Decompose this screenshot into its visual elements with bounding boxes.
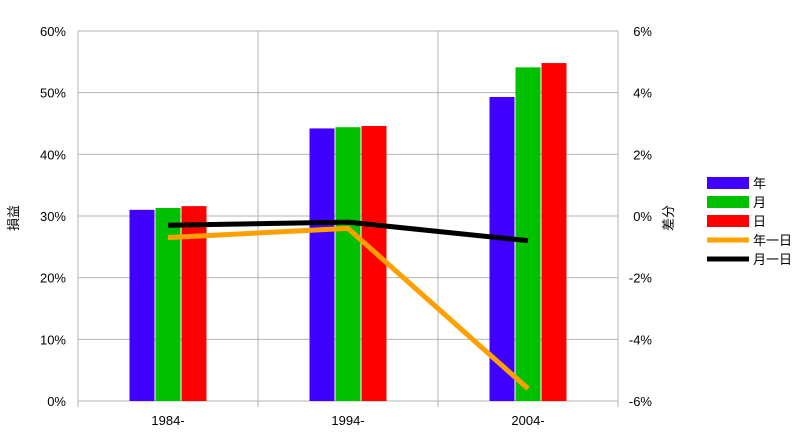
x-tick-label: 1994- bbox=[331, 413, 364, 428]
x-tick-label: 2004- bbox=[511, 413, 544, 428]
bar bbox=[309, 128, 335, 401]
legend-label: 年 bbox=[753, 177, 766, 192]
y2-tick-label: -4% bbox=[629, 332, 653, 347]
y2-tick-label: 2% bbox=[633, 147, 652, 162]
y-tick-label: 30% bbox=[40, 209, 66, 224]
y-tick-label: 0% bbox=[47, 394, 66, 409]
y-tick-label: 10% bbox=[40, 332, 66, 347]
bar bbox=[489, 96, 515, 401]
legend-label: 日 bbox=[753, 215, 766, 230]
y-tick-label: 20% bbox=[40, 271, 66, 286]
legend-label: 月 bbox=[753, 196, 766, 211]
bar bbox=[361, 125, 387, 401]
bar bbox=[335, 127, 361, 401]
bars bbox=[129, 63, 567, 402]
bar bbox=[155, 207, 181, 401]
x-tick-label: 1984- bbox=[151, 413, 184, 428]
bar bbox=[515, 67, 541, 401]
y2-axis-title: 差分 bbox=[662, 205, 677, 231]
y2-tick-label: 6% bbox=[633, 24, 652, 39]
legend-label: 月一日 bbox=[753, 253, 792, 268]
legend-swatch bbox=[707, 215, 749, 227]
y-axis-title: 損益 bbox=[7, 205, 22, 231]
y2-tick-label: 0% bbox=[633, 209, 652, 224]
y-tick-label: 60% bbox=[40, 24, 66, 39]
series-line bbox=[167, 219, 529, 244]
y-tick-label: 40% bbox=[40, 147, 66, 162]
legend-swatch bbox=[707, 196, 749, 208]
y2-tick-label: 4% bbox=[633, 86, 652, 101]
y-tick-label: 50% bbox=[40, 86, 66, 101]
y2-tick-label: -6% bbox=[629, 394, 653, 409]
y2-tick-label: -2% bbox=[629, 271, 653, 286]
lines bbox=[167, 219, 530, 391]
legend-label: 年一日 bbox=[753, 234, 792, 249]
bar bbox=[541, 63, 567, 402]
tick-labels: 0% -6% 10% -4% 20% -2% 30% 0% 40% 2% 50% 4% 60% 6% 198… bbox=[40, 24, 652, 428]
bar bbox=[129, 209, 155, 401]
legend-swatch bbox=[707, 177, 749, 189]
series-line bbox=[167, 225, 530, 391]
